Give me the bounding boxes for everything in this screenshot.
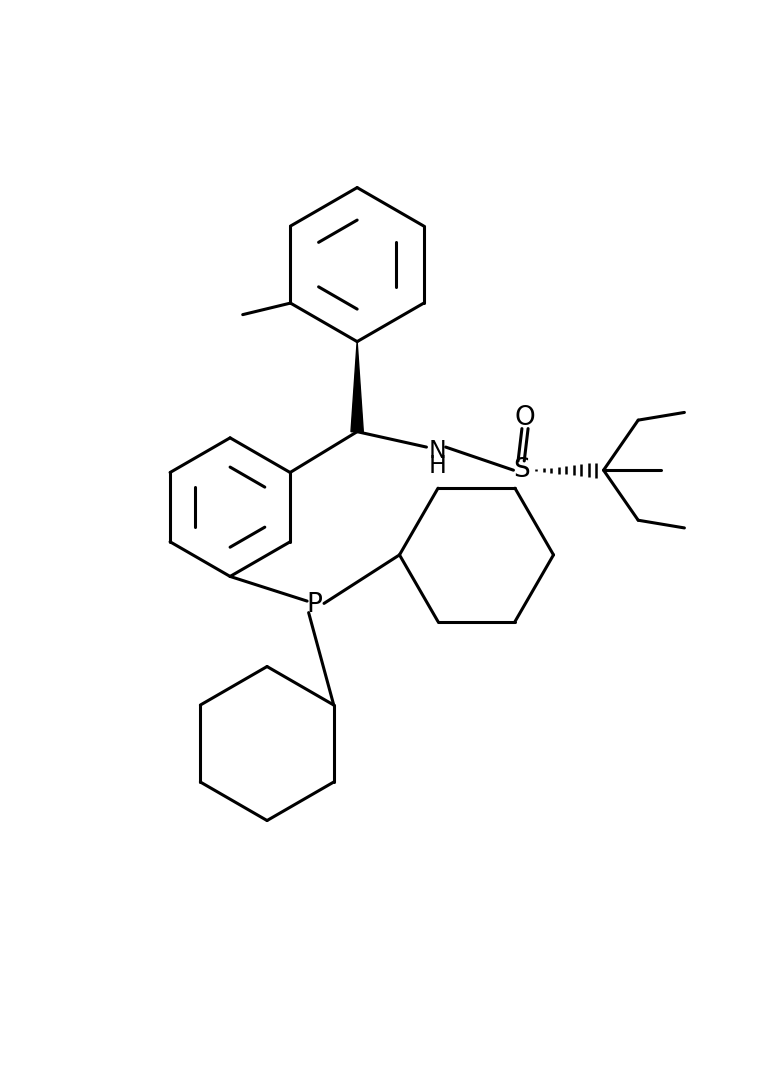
Polygon shape <box>351 342 363 432</box>
Text: N: N <box>429 439 447 463</box>
Text: S: S <box>513 458 530 484</box>
Text: O: O <box>514 405 535 431</box>
Text: P: P <box>307 592 323 618</box>
Text: H: H <box>429 454 447 478</box>
